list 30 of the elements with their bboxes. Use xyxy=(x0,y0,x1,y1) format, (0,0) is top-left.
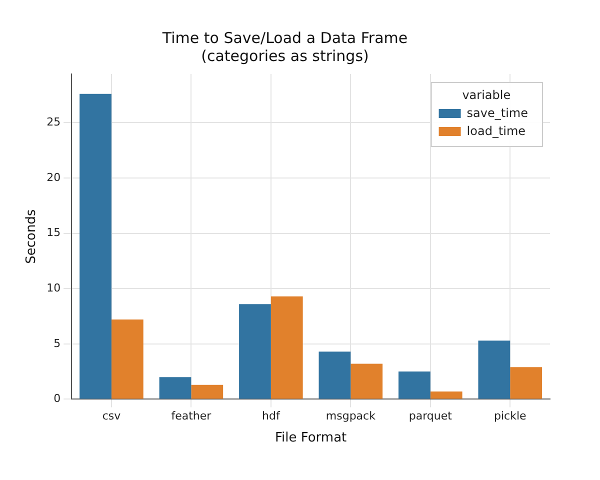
x-tick-label: parquet xyxy=(408,410,453,423)
bar xyxy=(350,364,383,399)
y-tick-label: 0 xyxy=(54,392,61,406)
legend-title: variable xyxy=(462,88,511,102)
chart-title: Time to Save/Load a Data Frame (categories as strings) xyxy=(161,28,408,65)
legend-label: load_time xyxy=(466,124,526,138)
bar xyxy=(111,320,144,399)
y-tick-label: 10 xyxy=(46,281,61,294)
bar xyxy=(239,304,271,399)
x-axis-title: File Format xyxy=(274,430,347,446)
y-tick-label: 20 xyxy=(46,170,61,184)
x-tick-label: feather xyxy=(171,410,212,423)
bar xyxy=(270,296,303,399)
x-tick-label: msgpack xyxy=(326,410,376,423)
y-axis-title: Seconds xyxy=(24,209,40,264)
y-tick-label: 5 xyxy=(54,336,61,350)
bar xyxy=(80,94,112,399)
bar xyxy=(510,367,542,399)
bar xyxy=(318,352,351,399)
x-tick-label: csv xyxy=(102,410,122,423)
y-tick-label: 15 xyxy=(46,226,61,240)
bar xyxy=(159,377,192,399)
bar xyxy=(398,372,430,399)
x-tick-label: pickle xyxy=(494,410,527,423)
bar xyxy=(478,340,510,399)
legend-label: save_time xyxy=(466,106,528,120)
x-tick-label: hdf xyxy=(262,410,281,423)
bar xyxy=(191,384,224,399)
bar xyxy=(430,391,462,399)
y-tick-label: 25 xyxy=(46,116,61,129)
